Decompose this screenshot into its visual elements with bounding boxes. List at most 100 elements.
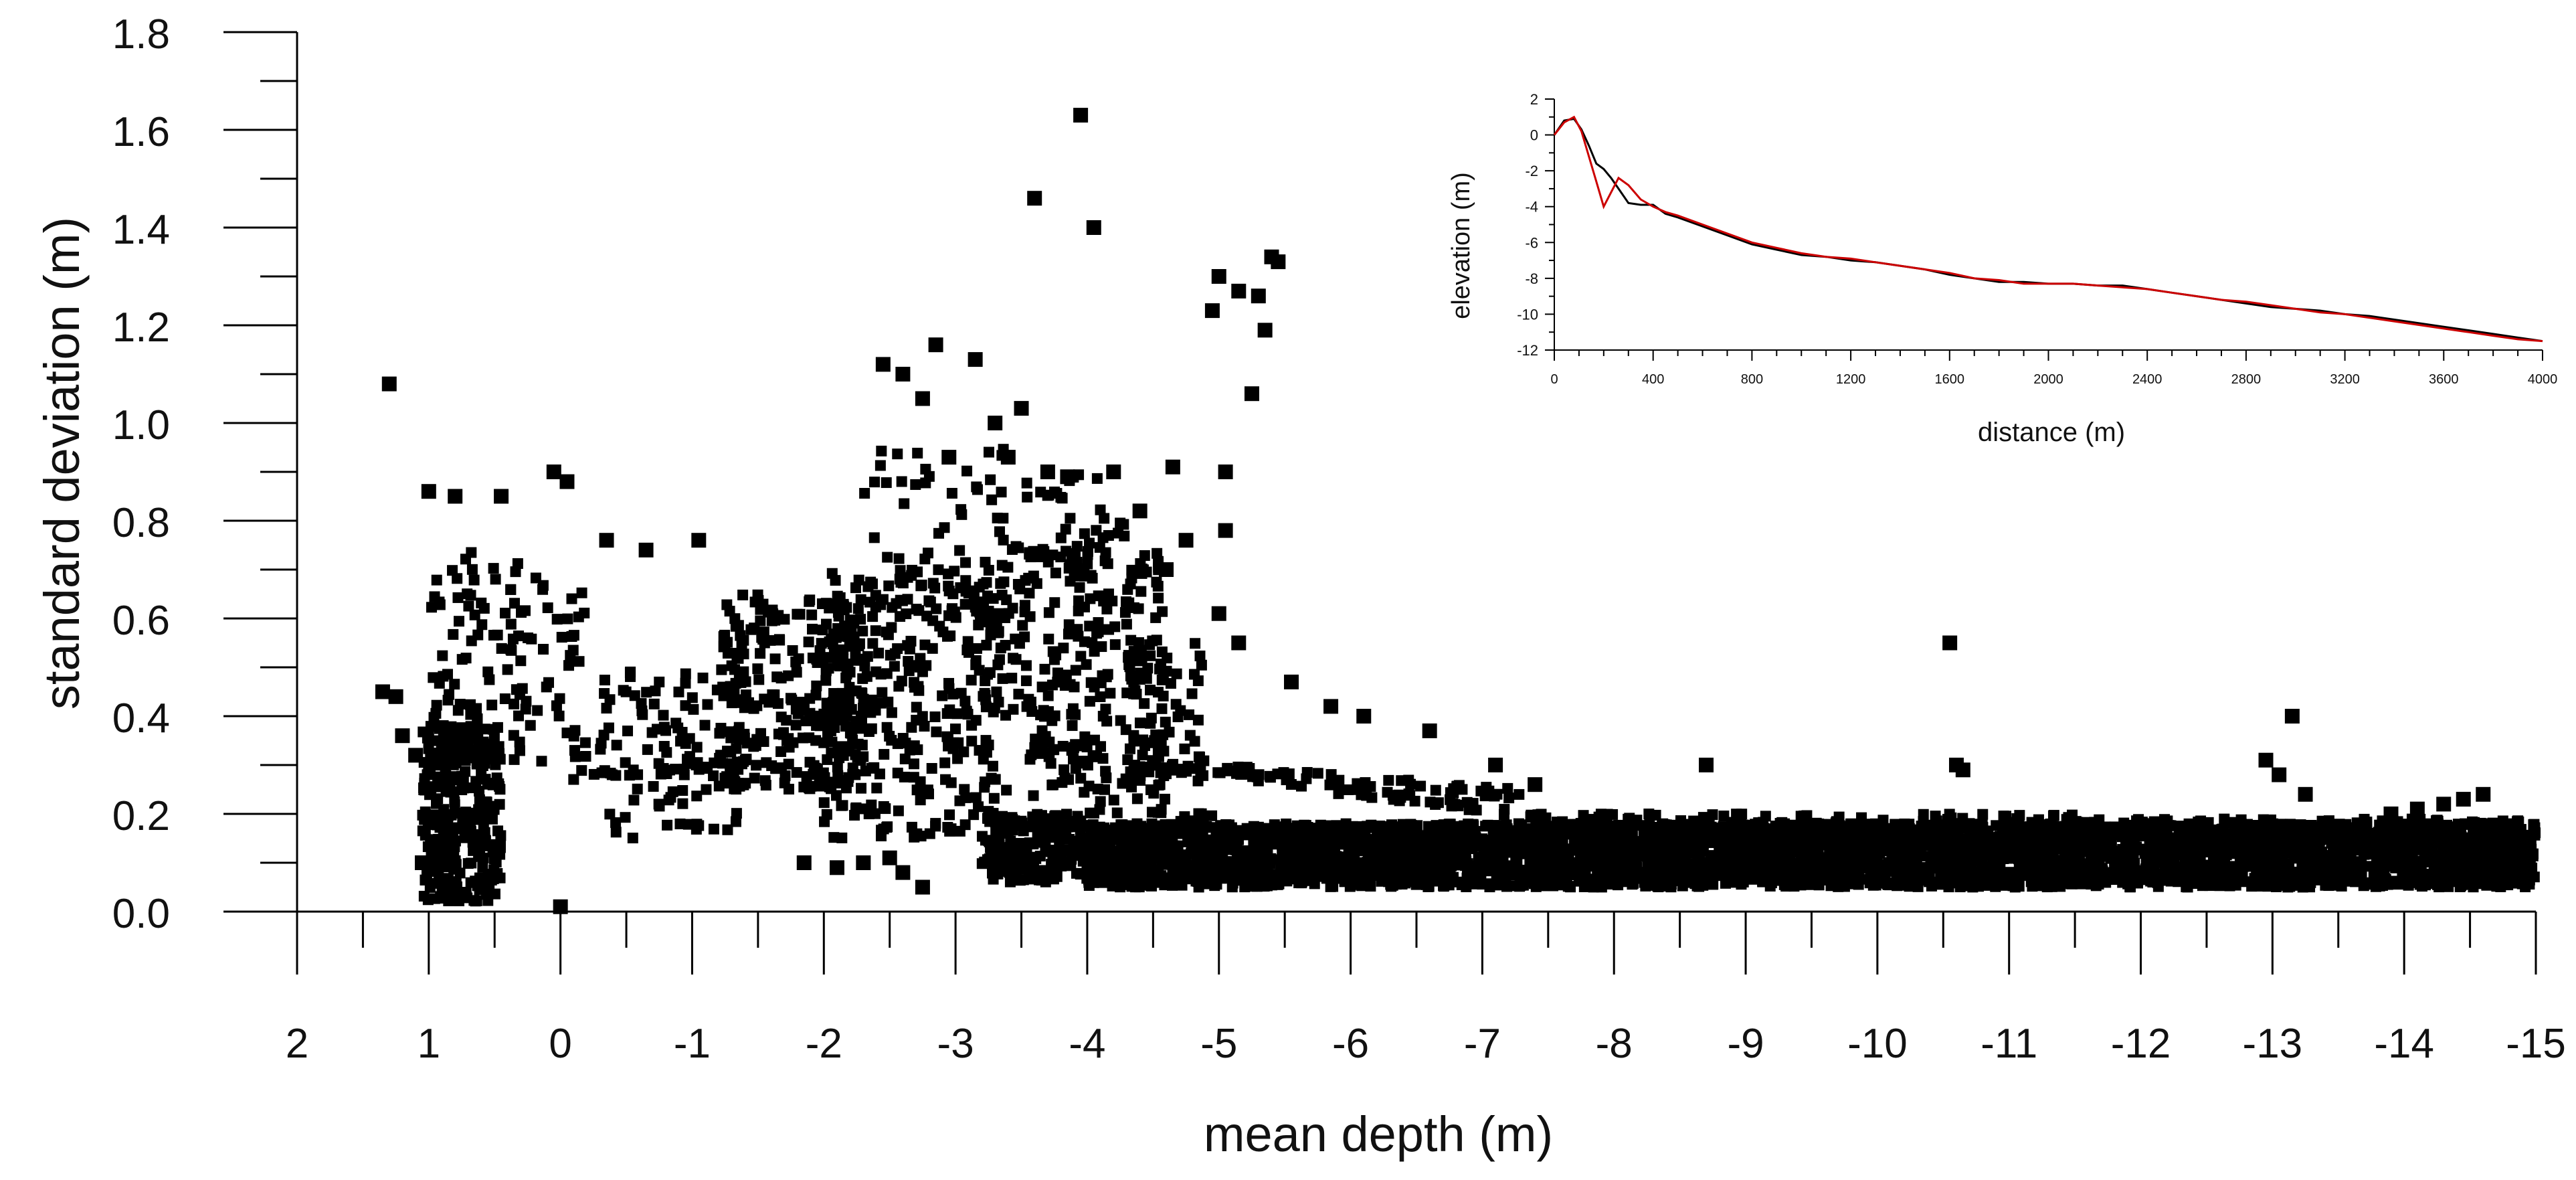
data-point [1145,738,1156,748]
data-point [889,661,900,671]
data-point [1072,624,1083,635]
data-point [878,594,889,605]
data-point [1085,808,1095,819]
data-point [1115,715,1126,726]
data-point [1075,773,1086,784]
y-tick-label: 1.0 [112,402,170,448]
data-point [986,495,997,505]
data-point [541,681,552,692]
data-point [1008,653,1018,663]
data-point [1153,593,1164,604]
data-point [420,875,431,886]
data-point [1146,713,1157,724]
data-point [538,580,549,591]
data-point [963,586,974,596]
data-point [1110,639,1121,650]
data-point [1137,750,1148,760]
data-point [1109,794,1119,805]
data-point [1147,807,1158,817]
data-point [1218,465,1233,479]
data-point [729,784,739,794]
data-point [675,736,686,746]
data-point [869,477,880,487]
data-point [1095,796,1106,807]
data-point [691,533,706,547]
data-point [553,900,568,914]
data-point [1422,724,1437,738]
x-tick-label: -8 [1596,1021,1633,1067]
data-point [895,367,910,382]
data-point [882,722,893,733]
data-point [1065,860,1076,871]
data-point [536,756,547,766]
data-point [759,638,770,649]
data-point [998,673,1008,684]
data-point [937,626,948,637]
data-point [482,869,493,879]
data-point [1021,675,1032,686]
data-point [1047,857,1058,867]
data-point [792,609,802,620]
data-point [952,753,963,764]
data-point [855,614,866,624]
data-point [920,477,931,488]
data-point [517,683,528,694]
data-point [460,554,471,564]
data-point [903,572,913,583]
data-point [375,685,390,699]
data-point [875,460,886,471]
data-point [508,634,519,645]
y-tick-label: 0.4 [112,695,170,742]
data-point [1049,597,1060,608]
data-point [648,781,659,792]
data-point [506,619,517,630]
data-point [459,809,470,820]
data-point [937,691,947,701]
data-point [1047,679,1058,690]
data-point [515,655,526,666]
data-point [440,769,451,780]
data-point [966,675,977,685]
data-point [677,798,688,809]
data-point [854,723,865,734]
data-point [1093,590,1104,601]
data-point [984,447,994,458]
data-point [662,820,672,831]
data-point [595,744,606,754]
data-point [1095,691,1105,702]
data-point [559,475,574,489]
data-point [915,392,930,406]
data-point [990,774,1001,784]
data-point [885,650,896,661]
data-point [737,590,748,600]
data-point [749,773,760,784]
data-point [502,664,513,675]
data-point [875,768,885,779]
data-point [714,780,725,791]
data-point [834,599,845,610]
data-point [1160,794,1170,805]
data-point [955,826,965,837]
data-point [1193,675,1204,686]
data-point [567,631,577,642]
data-point [804,637,814,647]
data-point [1013,689,1024,699]
x-tick-label: 2 [286,1021,308,1067]
data-point [986,811,997,821]
data-point [1150,612,1161,623]
data-point [2259,753,2274,768]
data-point [1129,734,1139,744]
data-point [1258,323,1273,337]
data-point [637,709,648,720]
data-point [991,687,1002,697]
data-point [1098,711,1109,722]
data-point [476,598,486,608]
data-point [807,624,818,635]
data-point [722,825,733,835]
data-point [794,653,804,664]
data-point [771,671,782,682]
data-point [931,726,941,737]
data-point [1251,288,1266,303]
data-point [856,594,866,605]
data-point [739,649,749,659]
